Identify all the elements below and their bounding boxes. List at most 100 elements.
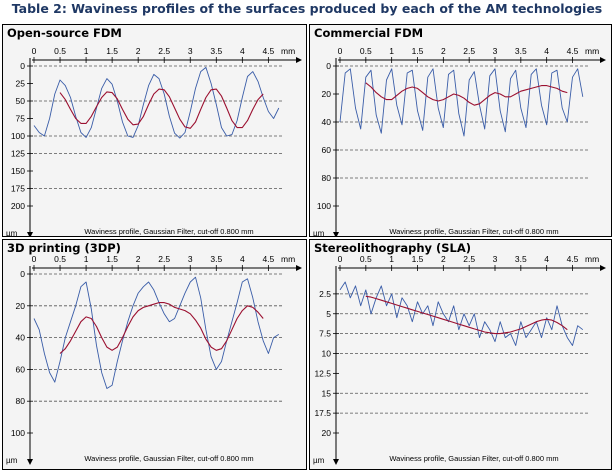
chart-panel-3d-printing: 3D printing (3DP) 0 0.5 1 1.5 2 2.5 3 3.5 4 4.5 mm…	[2, 239, 307, 470]
chart-caption: Waviness profile, Gaussian Filter, cut-o…	[84, 454, 253, 463]
x-tick-label: 0	[338, 46, 343, 56]
y-tick-label: 25	[16, 79, 26, 89]
y-tick-label: 17.5	[314, 408, 331, 418]
x-tick-label: 4.5	[262, 46, 274, 56]
x-unit-label: mm	[281, 46, 295, 56]
waviness-series-line	[59, 88, 264, 129]
x-unit-label: mm	[585, 46, 599, 56]
chart-caption: Waviness profile, Gaussian Filter, cut-o…	[389, 227, 558, 236]
y-unit-label: µm	[313, 456, 325, 465]
x-tick-label: 3.5	[210, 46, 222, 56]
x-tick-label: 2.5	[463, 46, 475, 56]
chart-plot: 0 0.5 1 1.5 2 2.5 3 3.5 4 4.5 mm 0 20 40 60 80 100 µm Wavi…	[313, 46, 606, 236]
y-tick-label: 0	[20, 269, 25, 279]
x-tick-label: 1.5	[106, 46, 118, 56]
chart-caption: Waviness profile, Gaussian Filter, cut-o…	[84, 227, 253, 236]
y-tick-label: 20	[322, 89, 332, 99]
x-tick-label: 4	[544, 46, 549, 56]
x-tick-label: 0	[338, 254, 343, 264]
y-tick-label: 15	[322, 388, 332, 398]
x-tick-label: 2	[441, 46, 446, 56]
chart-panel-commercial-fdm: Commercial FDM 0 0.5 1 1.5 2 2.5 3 3.5 4 4.5 mm 0 20…	[309, 24, 612, 237]
chart-plot: 0 0.5 1 1.5 2 2.5 3 3.5 4 4.5 mm 2.5 5 7.5 10 12.5 15 17.…	[313, 254, 606, 465]
x-tick-label: 1.5	[106, 254, 118, 264]
profile-series-line	[339, 281, 584, 346]
waviness-series-line	[365, 82, 568, 106]
x-tick-label: 0.5	[54, 46, 66, 56]
y-tick-label: 100	[11, 131, 25, 141]
y-tick-label: 2.5	[319, 289, 331, 299]
y-unit-label: µm	[6, 456, 18, 465]
x-tick-label: 1	[389, 254, 394, 264]
x-tick-label: 4.5	[567, 46, 579, 56]
y-tick-label: 5	[326, 309, 331, 319]
x-tick-label: 3	[188, 254, 193, 264]
y-tick-label: 80	[16, 396, 26, 406]
x-tick-label: 3	[188, 46, 193, 56]
y-tick-label: 75	[16, 114, 26, 124]
y-tick-label: 7.5	[319, 329, 331, 339]
x-tick-label: 2.5	[158, 46, 170, 56]
y-tick-label: 150	[11, 166, 25, 176]
x-tick-label: 2.5	[463, 254, 475, 264]
y-tick-label: 0	[326, 61, 331, 71]
x-tick-label: 4	[240, 254, 245, 264]
y-axis-arrow	[27, 232, 33, 236]
x-tick-label: 2	[136, 46, 141, 56]
x-tick-label: 1.5	[412, 254, 424, 264]
y-tick-label: 60	[16, 364, 26, 374]
x-axis-arrow	[600, 265, 606, 271]
x-tick-label: 4.5	[262, 254, 274, 264]
x-tick-label: 3	[493, 46, 498, 56]
chart-title: 3D printing (3DP)	[7, 241, 121, 255]
chart-title: Commercial FDM	[314, 26, 424, 40]
y-unit-label: µm	[313, 229, 325, 236]
chart-panel-open-source-fdm: Open-source FDM 0 0.5 1 1.5 2 2.5 3 3.5 4 4.5 mm 0 2…	[2, 24, 307, 237]
x-tick-label: 3.5	[210, 254, 222, 264]
x-tick-label: 1	[84, 254, 89, 264]
y-tick-label: 125	[11, 149, 25, 159]
x-tick-label: 2.5	[158, 254, 170, 264]
chart-title: Open-source FDM	[7, 26, 122, 40]
page-title: Table 2: Waviness profiles of the surfac…	[11, 1, 603, 16]
x-unit-label: mm	[585, 254, 599, 264]
x-tick-label: 3.5	[515, 46, 527, 56]
chart-plot: 0 0.5 1 1.5 2 2.5 3 3.5 4 4.5 mm 0 20 40 60 80 100 µm Wavi…	[6, 254, 302, 465]
y-tick-label: 0	[20, 61, 25, 71]
y-tick-label: 80	[322, 173, 332, 183]
y-tick-label: 40	[16, 333, 26, 343]
x-tick-label: 0.5	[54, 254, 66, 264]
y-axis-arrow	[27, 459, 33, 465]
y-axis-arrow	[333, 459, 339, 465]
y-tick-label: 60	[322, 145, 332, 155]
x-tick-label: 4	[240, 46, 245, 56]
y-tick-label: 40	[322, 117, 332, 127]
y-unit-label: µm	[6, 229, 18, 236]
y-tick-label: 10	[322, 349, 332, 359]
y-tick-label: 50	[16, 96, 26, 106]
x-tick-label: 0.5	[360, 46, 372, 56]
chart-plot: 0 0.5 1 1.5 2 2.5 3 3.5 4 4.5 mm 0 25 50 75 100 125 150 17…	[6, 46, 302, 236]
y-axis-arrow	[333, 232, 339, 236]
profile-series-line	[339, 68, 584, 137]
y-tick-label: 20	[16, 301, 26, 311]
x-tick-label: 2	[441, 254, 446, 264]
x-tick-label: 1	[389, 46, 394, 56]
x-tick-label: 0	[32, 46, 37, 56]
x-axis-arrow	[600, 57, 606, 63]
x-unit-label: mm	[281, 254, 295, 264]
chart-caption: Waviness profile, Gaussian Filter, cut-o…	[389, 454, 558, 463]
profile-series-line	[33, 276, 280, 389]
waviness-series-line	[365, 295, 568, 335]
x-tick-label: 3.5	[515, 254, 527, 264]
x-tick-label: 2	[136, 254, 141, 264]
x-tick-label: 4	[544, 254, 549, 264]
y-tick-label: 20	[322, 428, 332, 438]
y-tick-label: 200	[11, 201, 25, 211]
x-tick-label: 4.5	[567, 254, 579, 264]
x-tick-label: 3	[493, 254, 498, 264]
chart-title: Stereolithography (SLA)	[314, 241, 472, 255]
x-axis-arrow	[296, 57, 302, 63]
x-tick-label: 0	[32, 254, 37, 264]
x-tick-label: 0.5	[360, 254, 372, 264]
